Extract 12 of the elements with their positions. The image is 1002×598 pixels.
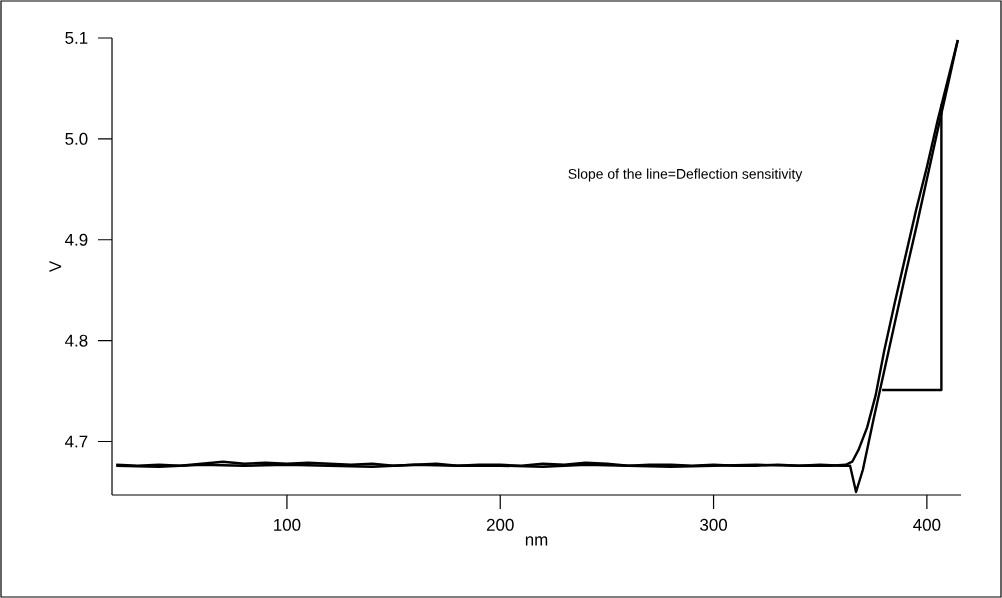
x-axis-title: nm — [525, 536, 548, 546]
y-tick-label: 5.1 — [65, 32, 88, 44]
y-tick-label: 5.0 — [65, 132, 88, 145]
x-tick-label: 200 — [486, 518, 514, 531]
annotation: Slope of the line=Deflection sensitivity — [568, 168, 803, 182]
y-tick-label: 4.8 — [65, 334, 88, 347]
x-tick-label: 300 — [700, 518, 728, 531]
x-tick-label: 100 — [274, 518, 301, 531]
y-axis-title: V — [49, 260, 62, 273]
y-tick-label: 4.7 — [65, 435, 88, 448]
x-tick-label: 400 — [913, 518, 941, 531]
y-tick-label: 4.9 — [65, 233, 88, 246]
